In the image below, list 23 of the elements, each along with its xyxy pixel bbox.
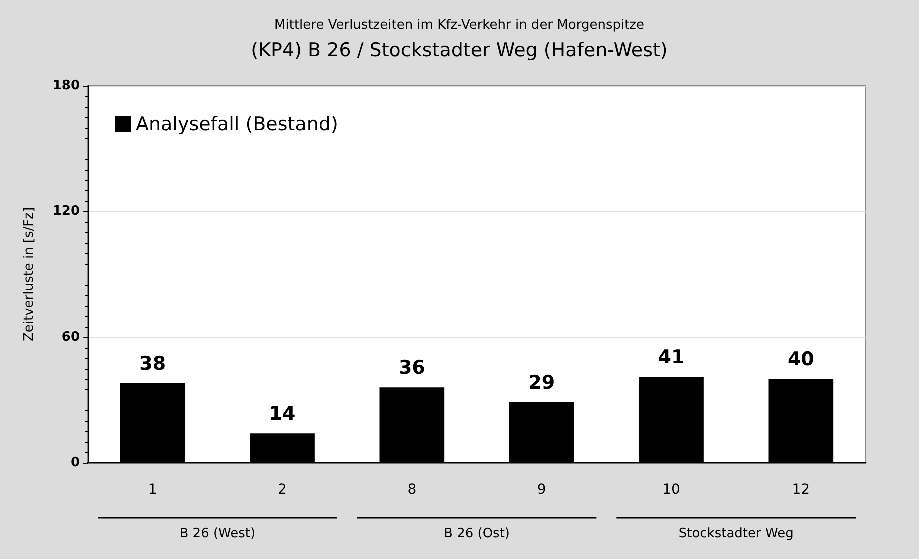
x-tick-label: 10: [662, 482, 680, 498]
legend-label: Analysefall (Bestand): [136, 114, 338, 136]
x-tick-label: 8: [408, 482, 417, 498]
x-tick-label: 1: [148, 482, 158, 498]
y-tick-label: 180: [52, 78, 80, 94]
data-label: 40: [788, 348, 814, 371]
data-label: 29: [528, 372, 556, 394]
text: B 26 (West): [180, 526, 256, 542]
data-label: 41: [658, 346, 685, 369]
x-tick-label: 9: [537, 482, 546, 498]
x-tick-label: 12: [792, 482, 810, 498]
chart-subtitle: (KP4) B 26 / Stockstadter Weg (Hafen-West): [251, 40, 668, 62]
data-label: 38: [140, 352, 166, 375]
x-tick-label: 2: [278, 482, 287, 498]
y-tick-label: 0: [70, 456, 80, 470]
data-label: 14: [269, 403, 296, 426]
chart-title: Mittlere Verlustzeiten im Kfz-Verkehr in der Morgenspitze: [274, 18, 644, 33]
y-tick-label: 120: [52, 204, 80, 220]
text: B 26 (Ost): [444, 526, 510, 542]
y-tick-label: 60: [62, 330, 80, 345]
y-axis-title: Zeitverluste in [s/Fz]: [22, 207, 37, 342]
text: Stockstadter Weg: [678, 526, 794, 542]
data-label: 36: [398, 357, 426, 380]
